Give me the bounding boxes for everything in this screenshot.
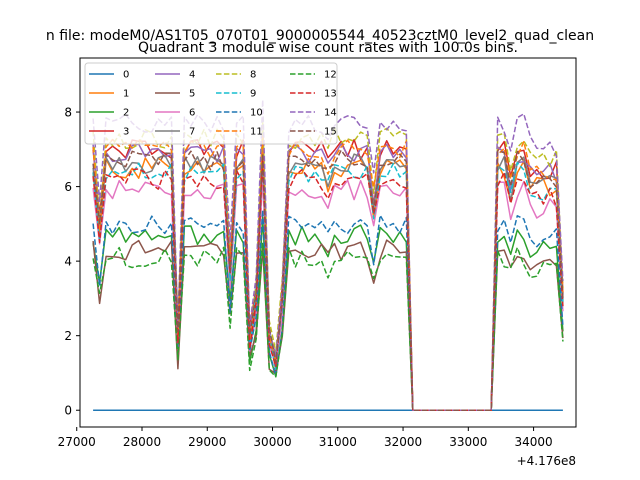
legend-label: 10 [250, 108, 263, 119]
legend-label: 2 [123, 108, 129, 119]
legend-label: 14 [324, 108, 337, 119]
legend-box [84, 62, 338, 145]
x-tick-label: 28000 [123, 435, 161, 449]
series-line-12 [92, 241, 564, 411]
y-tick-label: 6 [64, 180, 72, 194]
legend-label: 8 [250, 70, 256, 81]
y-tick-label: 0 [64, 404, 72, 418]
y-tick-label: 2 [64, 329, 72, 343]
legend-label: 13 [324, 89, 337, 100]
figure-suptitle: n file: modeM0/AS1T05_070T01_9000005544_… [46, 28, 594, 44]
x-tick-label: 30000 [253, 435, 291, 449]
x-tick-label: 34000 [514, 435, 552, 449]
y-axis: 0 2 4 6 8 [64, 106, 80, 418]
x-axis: 27000 28000 29000 30000 31000 32000 33000 34000 [58, 427, 553, 449]
x-tick-label: 32000 [384, 435, 422, 449]
legend-label: 11 [250, 127, 263, 138]
x-tick-label: 27000 [58, 435, 96, 449]
series-line-15 [92, 149, 564, 411]
legend-label: 5 [189, 89, 195, 100]
y-tick-label: 8 [64, 106, 72, 120]
legend-label: 4 [189, 70, 195, 81]
legend-label: 0 [123, 70, 129, 81]
chart-title: Quadrant 3 module wise count rates with … [138, 40, 518, 56]
legend-label: 6 [189, 108, 195, 119]
legend-label: 3 [123, 127, 129, 138]
legend-label: 12 [324, 70, 337, 81]
legend-label: 1 [123, 89, 129, 100]
legend-label: 9 [250, 89, 256, 100]
x-tick-label: 31000 [319, 435, 357, 449]
x-tick-label: 33000 [449, 435, 487, 449]
x-axis-offset-label: +4.176e8 [517, 454, 576, 468]
series-lines [92, 99, 564, 411]
y-tick-label: 4 [64, 255, 72, 269]
legend-label: 15 [324, 127, 337, 138]
series-line-11 [92, 136, 564, 411]
x-tick-label: 29000 [188, 435, 226, 449]
axes-frame [79, 57, 577, 428]
legend-label: 7 [189, 127, 195, 138]
